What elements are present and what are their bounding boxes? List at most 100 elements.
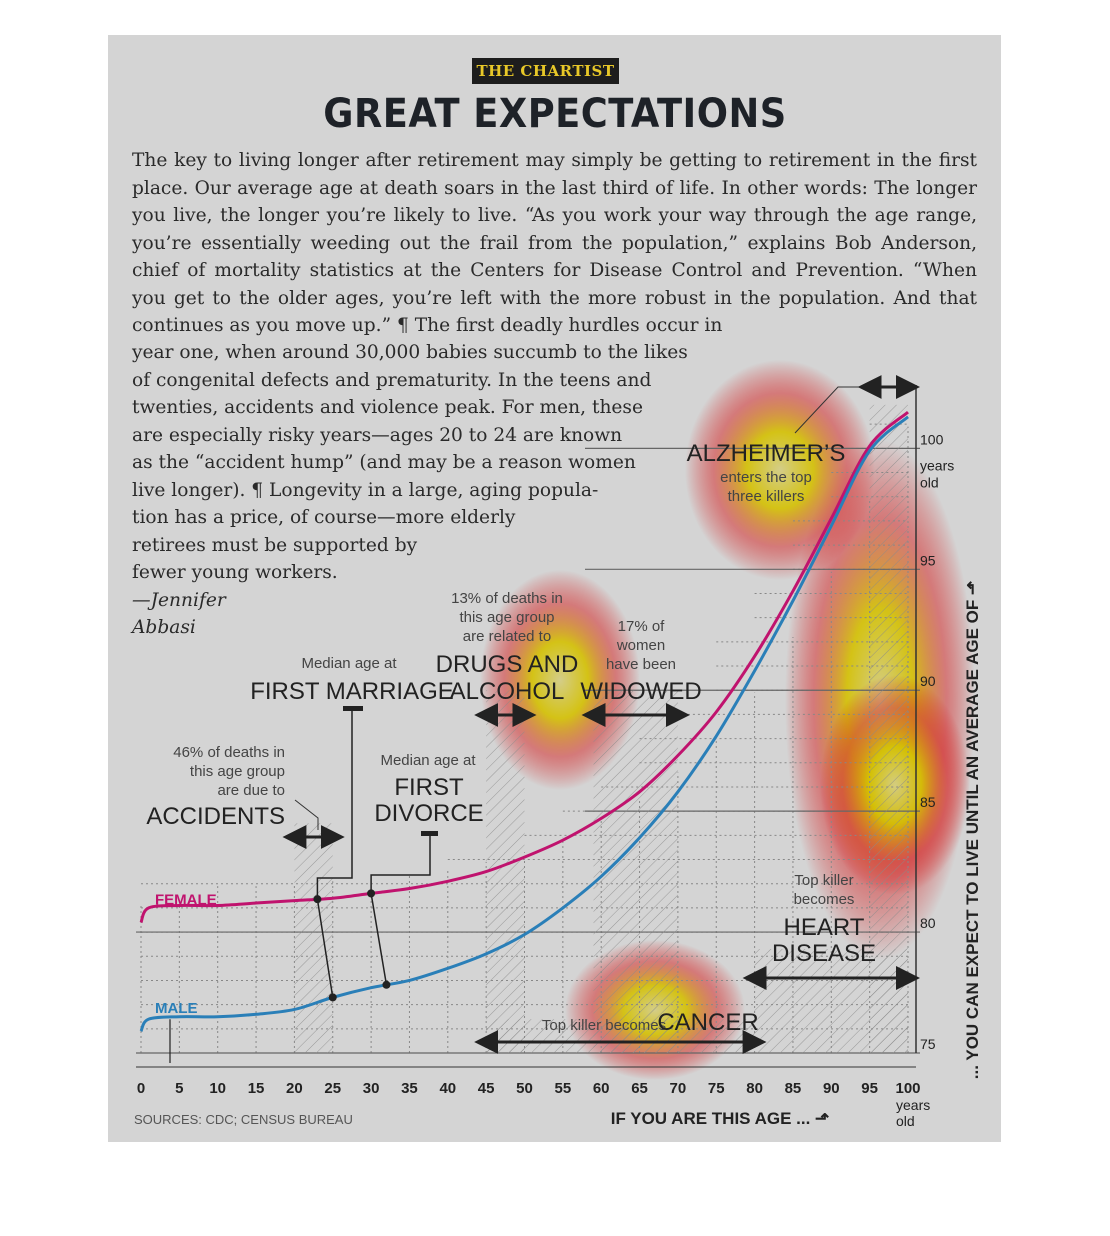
x-tick-label: 100	[895, 1080, 920, 1097]
annotation-text: 13% of deaths in	[451, 590, 563, 607]
annotation-title: DIVORCE	[374, 800, 483, 827]
leader-line	[316, 711, 353, 998]
x-tick-label: 35	[401, 1080, 418, 1097]
x-tick-label: 90	[823, 1080, 840, 1097]
marker-bar	[343, 706, 363, 711]
annotations: 46% of deaths in this age group are due to…	[146, 375, 920, 1054]
byline-line: Abbasi	[132, 617, 196, 638]
body-line: population. And that continues as you mo…	[132, 287, 978, 337]
x-tick-label: 10	[209, 1080, 226, 1097]
body-line: as the “accident hump” (and may be a rea…	[132, 452, 636, 473]
body-line: twenties, accidents and violence peak. F…	[132, 397, 643, 418]
y-tick-label: 95	[920, 552, 936, 568]
annotation-text: Median age at	[380, 752, 476, 769]
annotation-text: three killers	[728, 488, 805, 505]
series-label-female: FEMALE	[155, 891, 217, 908]
x-tick-suffix: old	[896, 1113, 915, 1129]
y-tick-label: 100	[920, 431, 944, 447]
series-line-male	[139, 415, 909, 1033]
y-tick-label: 75	[920, 1036, 936, 1052]
x-tick-label: 25	[324, 1080, 341, 1097]
x-tick-label: 0	[137, 1080, 145, 1097]
hatched-range	[294, 823, 333, 1053]
annotation-text: have been	[606, 656, 676, 673]
x-tick-label: 70	[670, 1080, 687, 1097]
marker-bar	[421, 831, 438, 836]
annotation-text: are related to	[463, 628, 551, 645]
body-line: Prevention. “When you get to the older a…	[132, 260, 977, 309]
annotation-title: DISEASE	[772, 940, 876, 967]
x-tick-label: 20	[286, 1080, 303, 1097]
x-tick-label: 85	[785, 1080, 802, 1097]
x-tick-label: 75	[708, 1080, 725, 1097]
annotation-title: FIRST	[394, 774, 464, 801]
annotation-title: ALZHEIMER’S	[687, 440, 846, 467]
annotation-title: DRUGS AND	[436, 651, 579, 678]
body-line: live longer). ¶ Longevity in a large, ag…	[132, 479, 599, 501]
series-line-female	[139, 410, 909, 924]
sources-note: SOURCES: CDC; CENSUS BUREAU	[134, 1112, 353, 1127]
annotation-title: FIRST MARRIAGE	[250, 678, 454, 705]
annotation-text: Top killer becomes	[542, 1017, 666, 1034]
leader-line	[370, 836, 431, 985]
body-line: The key to living longer after retiremen…	[132, 150, 932, 171]
body-text-top: The key to living longer after retiremen…	[132, 147, 977, 340]
annotation-text: 46% of deaths in	[173, 744, 285, 761]
body-text-bottom: year one, when around 30,000 babies succ…	[132, 339, 688, 642]
x-tick-label: 55	[555, 1080, 572, 1097]
annotation-title: WIDOWED	[580, 678, 701, 705]
x-tick-label: 60	[593, 1080, 610, 1097]
x-tick-label: 95	[861, 1080, 878, 1097]
annotation-text: becomes	[794, 891, 855, 908]
series-label-male: MALE	[155, 1000, 198, 1017]
y-tick-label: 85	[920, 794, 936, 810]
annotation-text: Median age at	[301, 655, 397, 672]
body-line: age range, you’re essentially weeding ou…	[132, 205, 977, 254]
y-tick-suffix: years	[920, 457, 954, 473]
annotation-text: are due to	[217, 782, 285, 799]
marker-dot	[382, 980, 391, 989]
x-tick-label: 15	[248, 1080, 265, 1097]
body-line: of congenital defects and prematurity. I…	[132, 369, 652, 391]
annotation-title: CANCER	[657, 1009, 758, 1036]
annotation-title: HEART	[784, 914, 865, 941]
x-tick-label: 30	[363, 1080, 380, 1097]
annotation-title: ALCOHOL	[450, 678, 565, 705]
annotation-text: this age group	[459, 609, 554, 626]
byline-line: —Jennifer	[132, 589, 226, 611]
annotation-text: this age group	[190, 763, 285, 780]
annotation-title: ACCIDENTS	[146, 803, 285, 830]
page-title: GREAT EXPECTATIONS	[323, 91, 787, 137]
section-kicker: THE CHARTIST	[472, 58, 619, 84]
y-tick-suffix: old	[920, 474, 939, 490]
marker-dot	[367, 889, 376, 898]
body-line: year one, when around 30,000 babies succ…	[132, 342, 688, 363]
x-tick-suffix: years	[896, 1097, 930, 1113]
x-tick-label: 5	[175, 1080, 183, 1097]
marker-dot	[328, 993, 337, 1002]
x-ticks: 0 5 10 15 20 25 30 35 40 45 50 55 60 65 70 75 80 85 90 95 10…	[137, 1080, 930, 1129]
x-tick-label: 50	[516, 1080, 533, 1097]
y-tick-label: 90	[920, 673, 936, 689]
x-tick-label: 40	[439, 1080, 456, 1097]
body-line: first place. Our average age at death so…	[132, 150, 977, 199]
annotation-text: 17% of	[618, 618, 666, 635]
annotation-text: enters the top	[720, 469, 812, 486]
body-line: fewer young workers.	[132, 562, 338, 583]
body-line: longer you live, the longer you’re likel…	[132, 177, 977, 227]
annotation-text: women	[616, 637, 665, 654]
series-lines: FEMALE MALE	[139, 410, 909, 1063]
x-tick-label: 45	[478, 1080, 495, 1097]
x-tick-label: 80	[746, 1080, 763, 1097]
x-tick-label: 65	[631, 1080, 648, 1097]
hatched-range	[486, 690, 525, 1053]
y-tick-label: 80	[920, 915, 936, 931]
annotation-text: Top killer	[794, 872, 853, 889]
hatched-range	[869, 404, 908, 1053]
body-line: tion has a price, of course—more elderly	[132, 507, 516, 528]
body-line: Bob Anderson, chief of mortality statist…	[132, 232, 978, 282]
y-axis-label: ... YOU CAN EXPECT TO LIVE UNTIL AN AVER…	[963, 581, 982, 1079]
x-axis-label: IF YOU ARE THIS AGE ... ⬏	[611, 1109, 830, 1128]
marker-dot	[313, 895, 322, 904]
